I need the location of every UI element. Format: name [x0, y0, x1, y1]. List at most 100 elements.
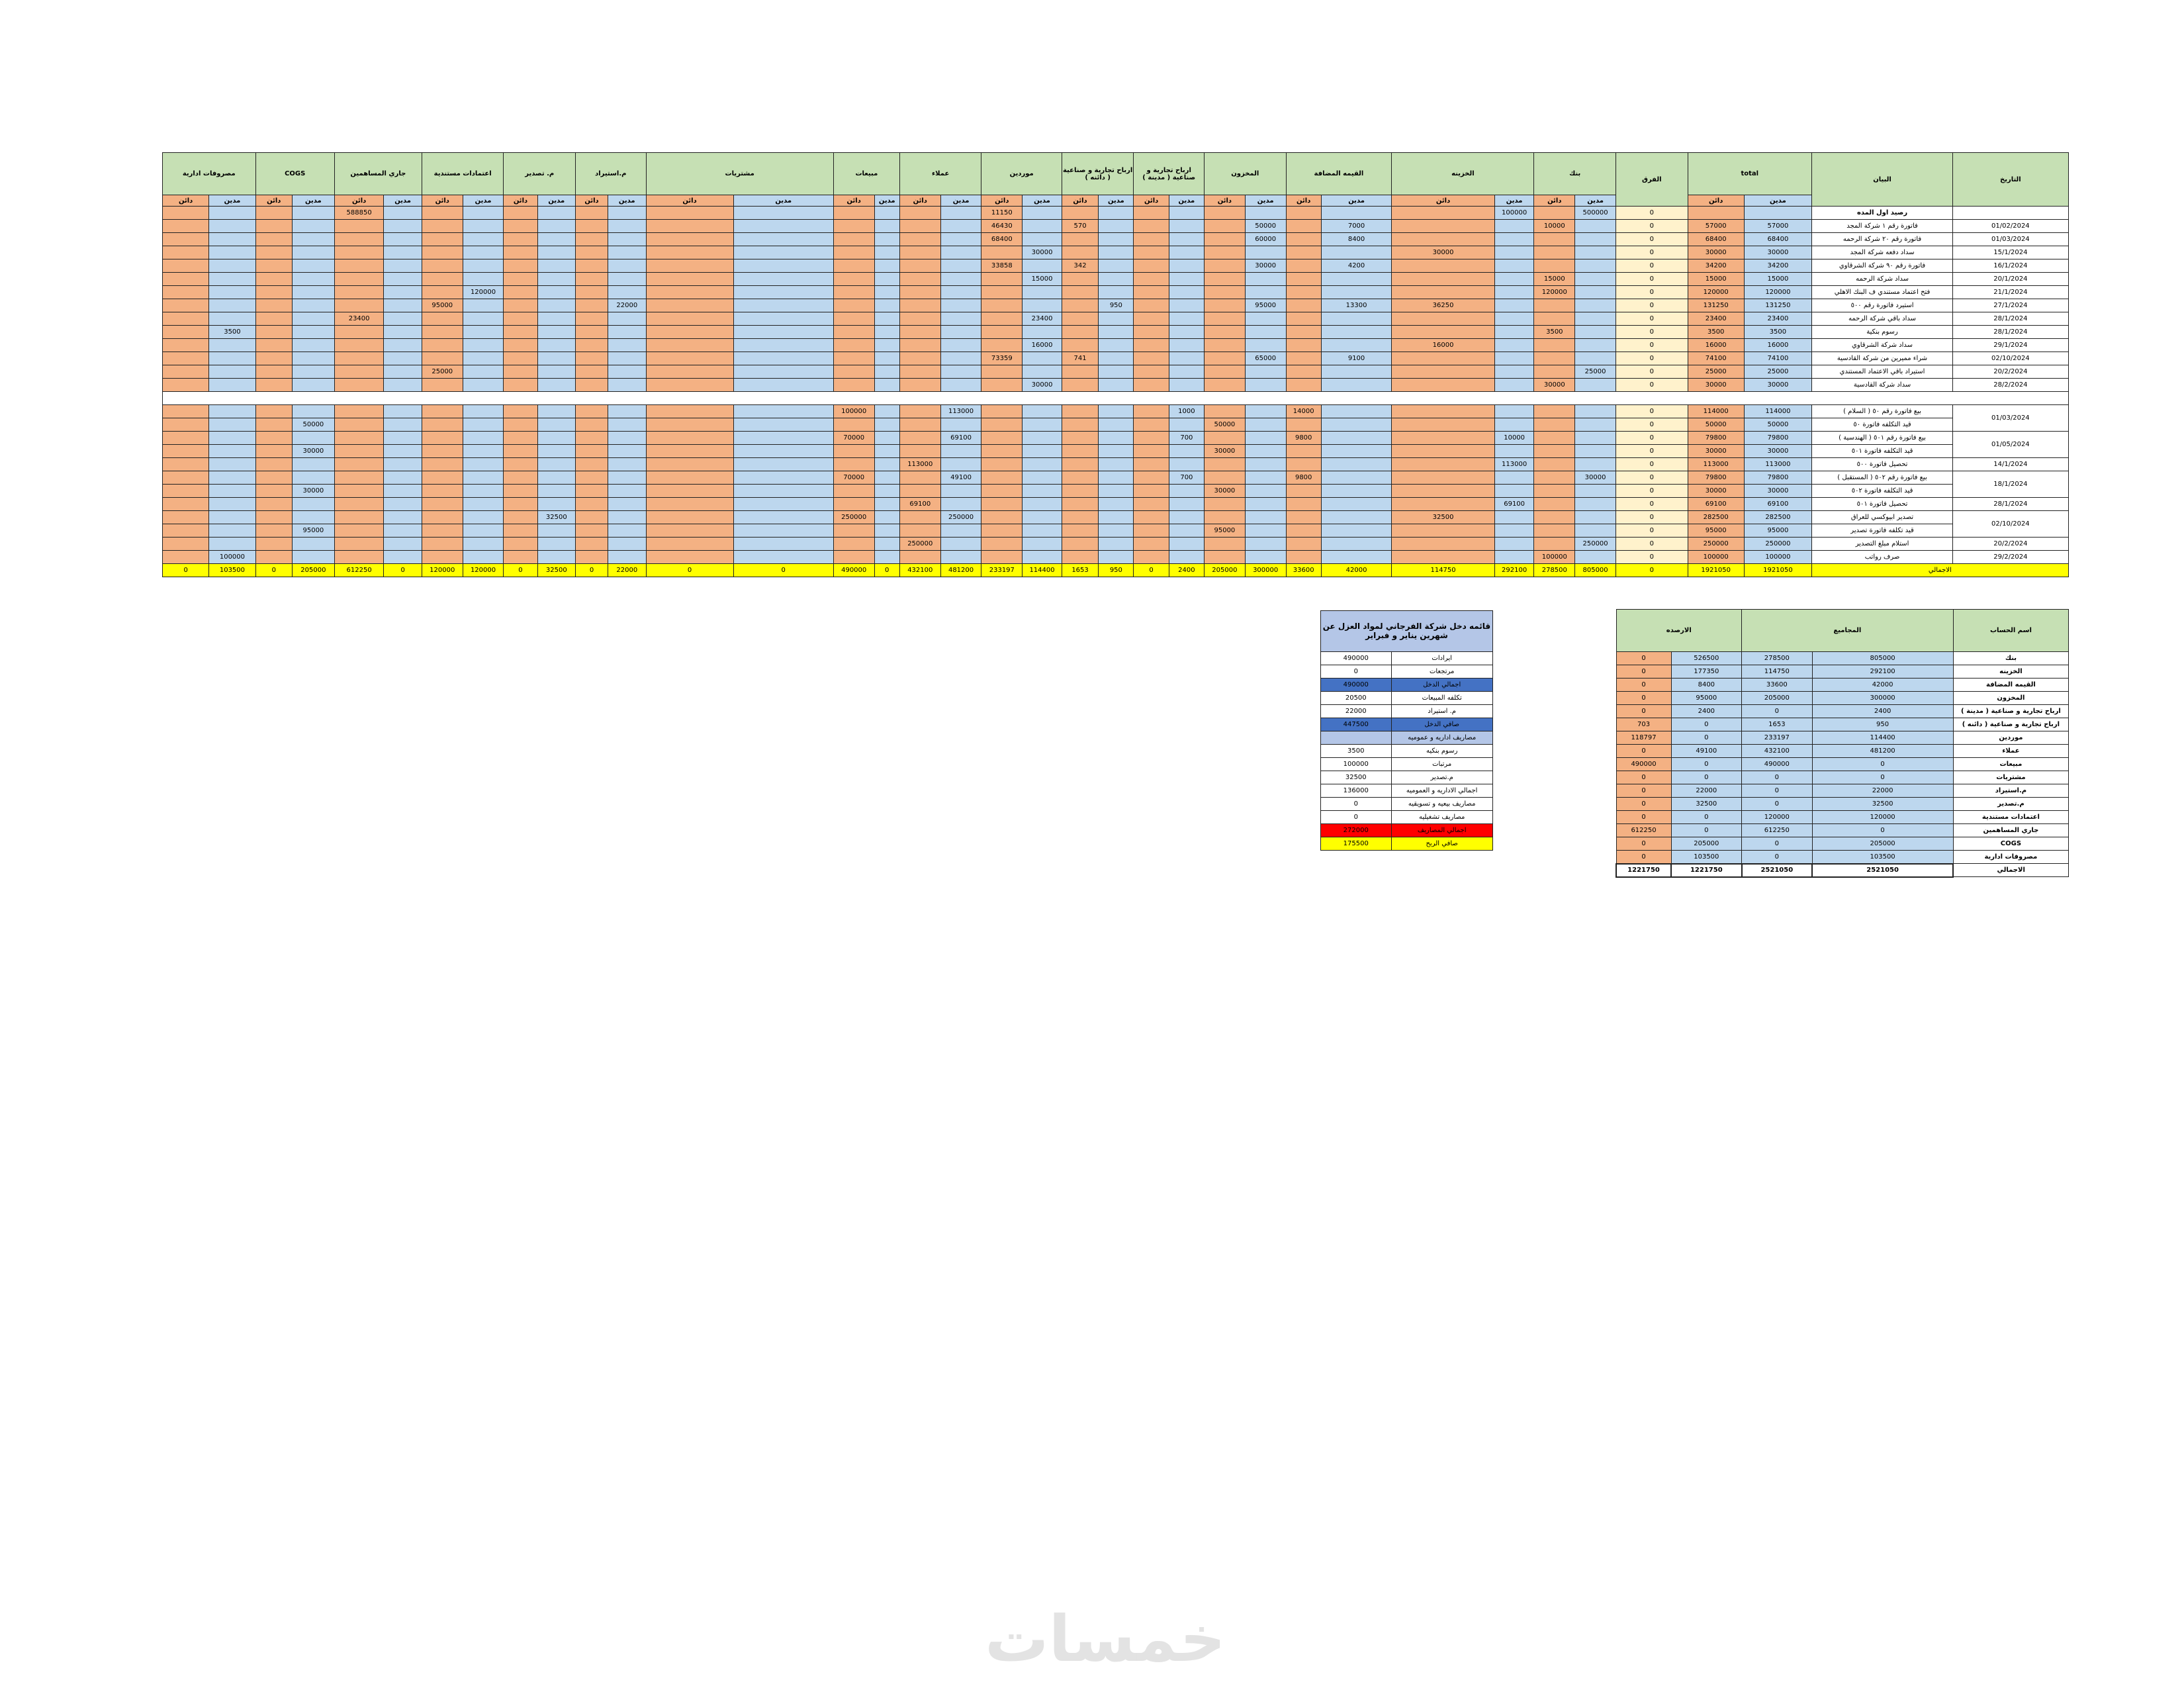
empty-cell — [1320, 484, 1392, 498]
empty-cell — [1320, 444, 1392, 458]
empty-cell — [1574, 378, 1616, 392]
empty-cell — [1133, 537, 1169, 551]
empty-cell — [383, 497, 422, 511]
empty-cell — [899, 232, 941, 246]
empty-cell — [575, 497, 609, 511]
empty-cell — [383, 219, 422, 233]
amount-cell: 32500 — [537, 563, 576, 577]
trial-row: مبيعات 0 490000 0 490000 — [1615, 757, 2070, 771]
empty-cell — [255, 325, 293, 339]
empty-cell — [645, 232, 734, 246]
empty-cell — [1133, 219, 1169, 233]
empty-cell — [733, 471, 834, 485]
empty-cell — [981, 285, 1023, 299]
total-credit-cell: 16000 — [1687, 338, 1745, 352]
empty-cell — [833, 418, 875, 432]
amount-cell: 70000 — [833, 471, 875, 485]
total-credit-cell: 120000 — [1687, 285, 1745, 299]
empty-cell — [1574, 312, 1616, 326]
description-cell: تحصيل فاتورة ٥٠٠ — [1811, 457, 1954, 471]
empty-cell — [833, 484, 875, 498]
empty-cell — [1391, 550, 1495, 564]
trial-total-label: الاجمالي — [1952, 863, 2070, 877]
account-header: جاري المساهمين — [334, 152, 422, 195]
date-cell: 14/1/2024 — [1952, 457, 2069, 471]
date-cell — [1952, 206, 2069, 220]
empty-cell — [981, 299, 1023, 312]
description-cell: قيد التكلفه فاتورة ٥٠١ — [1811, 444, 1954, 458]
empty-cell — [462, 272, 504, 286]
empty-cell — [1244, 206, 1287, 220]
total-credit-cell: 250000 — [1687, 537, 1745, 551]
total-credit-cell: 50000 — [1687, 418, 1745, 432]
empty-cell — [334, 285, 385, 299]
empty-cell — [1098, 232, 1134, 246]
date-cell: 20/1/2024 — [1952, 272, 2069, 286]
empty-cell — [575, 431, 609, 445]
empty-cell — [383, 510, 422, 524]
empty-cell — [255, 457, 293, 471]
empty-cell — [208, 484, 256, 498]
empty-cell — [1574, 431, 1616, 445]
empty-cell — [575, 206, 609, 220]
difference-cell: 0 — [1615, 444, 1688, 458]
journal-row: قيد التكلفه فاتورة ٥٠١ 30000 30000 0 30000 30… — [161, 444, 2069, 458]
empty-cell — [421, 246, 463, 259]
total-debit-cell: 25000 — [1743, 365, 1813, 379]
amount-cell: 30000 — [1244, 259, 1287, 273]
total-debit-cell: 131250 — [1743, 299, 1813, 312]
amount-cell: 490000 — [833, 563, 875, 577]
empty-cell — [608, 206, 647, 220]
empty-cell — [899, 352, 941, 365]
empty-cell — [208, 457, 256, 471]
trial-amount: 490000 — [1615, 757, 1672, 771]
income-label: اجمالي الدخل — [1390, 678, 1493, 692]
empty-cell — [733, 457, 834, 471]
empty-cell — [1285, 312, 1322, 326]
empty-cell — [1168, 338, 1205, 352]
amount-cell: 7000 — [1320, 219, 1392, 233]
trial-amount: 0 — [1615, 771, 1672, 784]
empty-cell — [833, 232, 875, 246]
empty-cell — [833, 524, 875, 538]
income-value: 32500 — [1320, 771, 1392, 784]
empty-cell — [874, 457, 900, 471]
empty-cell — [1204, 285, 1246, 299]
empty-cell — [208, 259, 256, 273]
empty-cell — [1168, 497, 1205, 511]
empty-cell — [874, 537, 900, 551]
amount-cell: 588850 — [334, 206, 385, 220]
income-label: رسوم بنكيه — [1390, 744, 1493, 758]
journal-table: التاريخ البيان total الفرق بنك الخزينه القيمه … — [161, 152, 2069, 577]
total-credit-cell: 30000 — [1687, 444, 1745, 458]
empty-cell — [608, 325, 647, 339]
amount-cell: 15000 — [1533, 272, 1576, 286]
journal-row: 21/1/2024 فتح اعتماد مستندي ف البنك الاهل… — [161, 285, 2069, 299]
trial-amount: 205000 — [1741, 691, 1813, 705]
journal-row: قيد تكلفه فاتورة تصدير 95000 95000 0 95000 95… — [161, 524, 2069, 538]
income-title-row: قائمه دخل شركة الفرجاني لمواد العزل عن ش… — [1320, 610, 1493, 652]
empty-cell — [1133, 206, 1169, 220]
empty-cell — [161, 404, 210, 418]
empty-cell — [1061, 312, 1099, 326]
empty-cell — [981, 404, 1023, 418]
total-credit-cell: 34200 — [1687, 259, 1745, 273]
total-debit-cell: 120000 — [1743, 285, 1813, 299]
empty-cell — [1391, 537, 1495, 551]
date-cell: 29/1/2024 — [1952, 338, 2069, 352]
empty-cell — [1168, 312, 1205, 326]
empty-cell — [334, 272, 385, 286]
empty-cell — [208, 272, 256, 286]
empty-cell — [645, 259, 734, 273]
empty-cell — [608, 232, 647, 246]
spacer-row — [162, 391, 2069, 405]
empty-cell — [255, 206, 293, 220]
empty-cell — [874, 510, 900, 524]
trial-amount: 0 — [1615, 837, 1672, 851]
account-name: جاري المساهمين — [1952, 823, 2070, 837]
empty-cell — [645, 404, 734, 418]
empty-cell — [462, 431, 504, 445]
empty-cell — [1133, 444, 1169, 458]
empty-cell — [291, 285, 335, 299]
description-cell: فتح اعتماد مستندي ف البنك الاهلي — [1811, 285, 1954, 299]
